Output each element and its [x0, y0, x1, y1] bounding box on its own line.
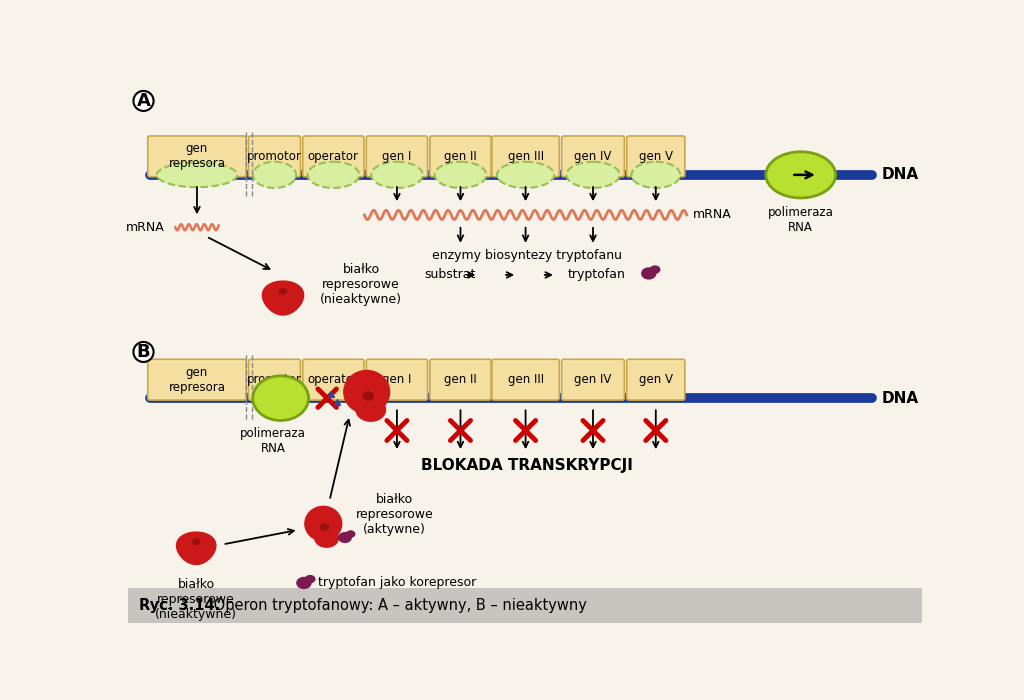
Text: gen I: gen I — [382, 373, 412, 386]
Text: promotor: promotor — [247, 373, 302, 386]
Text: gen V: gen V — [639, 150, 673, 163]
Text: B: B — [136, 343, 151, 361]
Ellipse shape — [632, 162, 680, 188]
Text: gen II: gen II — [444, 150, 477, 163]
FancyBboxPatch shape — [249, 136, 300, 177]
Ellipse shape — [766, 152, 836, 198]
FancyBboxPatch shape — [430, 359, 492, 400]
Text: Operon tryptofanowy: A – aktywny, B – nieaktywny: Operon tryptofanowy: A – aktywny, B – ni… — [209, 598, 587, 612]
Text: gen III: gen III — [508, 150, 544, 163]
FancyBboxPatch shape — [249, 359, 300, 400]
FancyBboxPatch shape — [492, 136, 559, 177]
Ellipse shape — [641, 267, 656, 279]
Text: gen
represora: gen represora — [169, 142, 225, 170]
Text: enzymy biosyntezy tryptofanu: enzymy biosyntezy tryptofanu — [432, 248, 622, 262]
Text: tryptofan jako korepresor: tryptofan jako korepresor — [317, 577, 476, 589]
FancyBboxPatch shape — [561, 136, 625, 177]
Circle shape — [133, 342, 154, 362]
Text: DNA: DNA — [882, 391, 919, 406]
Ellipse shape — [346, 531, 355, 538]
Ellipse shape — [497, 162, 554, 188]
FancyBboxPatch shape — [627, 136, 685, 177]
FancyBboxPatch shape — [430, 136, 492, 177]
FancyBboxPatch shape — [367, 359, 428, 400]
Ellipse shape — [305, 575, 315, 583]
Text: polimeraza
RNA: polimeraza RNA — [240, 428, 306, 456]
Text: białko
represorowe
(nieaktywne): białko represorowe (nieaktywne) — [321, 262, 402, 306]
Text: operator: operator — [308, 373, 358, 386]
Text: operator: operator — [308, 150, 358, 163]
Ellipse shape — [253, 376, 308, 421]
FancyBboxPatch shape — [492, 359, 559, 400]
Text: białko
represorowe
(aktywne): białko represorowe (aktywne) — [356, 493, 433, 536]
Text: mRNA: mRNA — [693, 209, 732, 221]
Ellipse shape — [343, 370, 390, 414]
Ellipse shape — [434, 162, 486, 188]
Ellipse shape — [371, 162, 423, 188]
Ellipse shape — [253, 162, 296, 188]
Ellipse shape — [193, 538, 201, 545]
Text: DNA: DNA — [882, 167, 919, 183]
Ellipse shape — [355, 398, 386, 422]
Text: Ryc. 3.14.: Ryc. 3.14. — [139, 598, 220, 612]
Text: tryptofan: tryptofan — [567, 269, 626, 281]
Text: gen
represora: gen represora — [169, 365, 225, 393]
Text: A: A — [136, 92, 151, 110]
Text: gen I: gen I — [382, 150, 412, 163]
Ellipse shape — [649, 265, 660, 274]
FancyBboxPatch shape — [147, 359, 246, 400]
Ellipse shape — [338, 532, 352, 543]
Text: białko
represorowe
(nieaktywne): białko represorowe (nieaktywne) — [156, 578, 238, 621]
Text: mRNA: mRNA — [126, 220, 165, 234]
FancyBboxPatch shape — [147, 136, 246, 177]
Circle shape — [133, 91, 154, 111]
FancyBboxPatch shape — [367, 136, 428, 177]
FancyBboxPatch shape — [561, 359, 625, 400]
Text: gen II: gen II — [444, 373, 477, 386]
Ellipse shape — [279, 288, 288, 295]
Ellipse shape — [307, 162, 359, 188]
Text: substrat: substrat — [424, 269, 475, 281]
Ellipse shape — [321, 523, 330, 531]
Polygon shape — [262, 281, 303, 315]
Text: gen V: gen V — [639, 373, 673, 386]
Text: BLOKADA TRANSKRYPCJI: BLOKADA TRANSKRYPCJI — [421, 458, 633, 473]
Ellipse shape — [566, 162, 620, 188]
Text: gen IV: gen IV — [574, 373, 611, 386]
Ellipse shape — [314, 528, 339, 548]
Polygon shape — [176, 532, 216, 564]
Text: gen IV: gen IV — [574, 150, 611, 163]
Ellipse shape — [304, 505, 342, 542]
FancyBboxPatch shape — [303, 359, 364, 400]
FancyBboxPatch shape — [303, 136, 364, 177]
Text: promotor: promotor — [247, 150, 302, 163]
Text: gen III: gen III — [508, 373, 544, 386]
FancyBboxPatch shape — [128, 587, 922, 623]
Ellipse shape — [362, 391, 374, 401]
Ellipse shape — [157, 162, 238, 187]
Ellipse shape — [296, 577, 311, 589]
FancyBboxPatch shape — [627, 359, 685, 400]
Text: polimeraza
RNA: polimeraza RNA — [768, 206, 834, 234]
